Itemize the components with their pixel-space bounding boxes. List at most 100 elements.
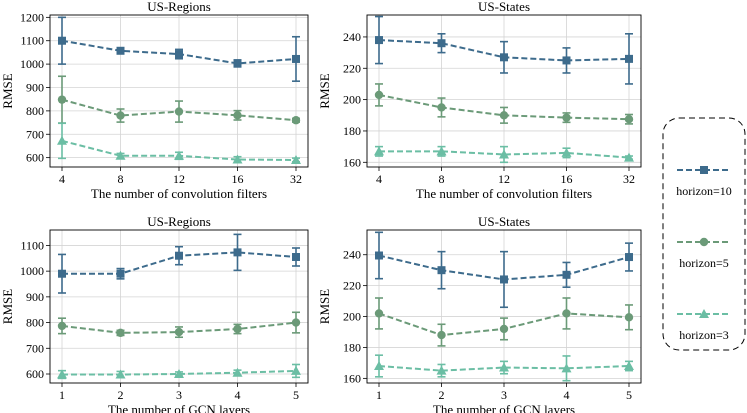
y-axis-label: RMSE (317, 289, 332, 324)
data-point (625, 253, 633, 262)
data-point (292, 54, 300, 63)
x-tick-label: 32 (623, 172, 635, 186)
data-point (499, 149, 509, 159)
x-tick-label: 8 (118, 172, 124, 186)
data-point (562, 309, 571, 318)
y-tick-label: 800 (26, 316, 44, 330)
legend-label: horizon=10 (676, 184, 731, 198)
x-tick-label: 3 (176, 388, 182, 402)
data-point (562, 113, 571, 122)
data-point (500, 275, 508, 284)
data-point (115, 150, 126, 160)
data-point (561, 147, 572, 157)
chart-title: US-States (478, 214, 530, 229)
chart-title: US-Regions (147, 214, 211, 229)
data-point (291, 154, 301, 164)
y-tick-label: 180 (343, 124, 361, 138)
legend: horizon=10 horizon=5 horizon=3 (662, 117, 746, 351)
x-tick-label: 2 (439, 388, 445, 402)
y-tick-label: 1200 (20, 10, 44, 24)
data-point (58, 36, 66, 45)
chart-panel-1: 600 700 800 900 1000 1100 1200 4 8 12 16 32 US-Regio… (0, 0, 309, 201)
legend-box (662, 117, 746, 351)
y-tick-label: 1000 (20, 264, 44, 278)
data-point (175, 50, 183, 59)
data-point (624, 152, 634, 162)
data-point (625, 54, 633, 63)
x-tick-label: 1 (59, 388, 65, 402)
series-horizon=5 (57, 311, 301, 339)
data-point (437, 103, 446, 112)
series-horizon=10 (58, 16, 300, 82)
data-point (233, 248, 242, 257)
data-point (374, 361, 384, 370)
series-horizon=3 (374, 354, 634, 382)
series-horizon=10 (58, 233, 300, 294)
x-tick-label: 3 (501, 388, 507, 402)
data-point (500, 53, 508, 62)
y-tick-label: 1100 (20, 238, 44, 252)
x-tick-label: 12 (173, 172, 185, 186)
y-tick-label: 200 (343, 310, 361, 324)
data-point (562, 270, 571, 279)
chart-panel-4: 160 180 200 220 240 1 2 3 4 5 US-States The number … (317, 214, 642, 413)
y-tick-label: 240 (343, 30, 361, 44)
data-point (291, 318, 301, 327)
y-tick-label: 160 (343, 155, 361, 169)
data-point (116, 46, 125, 55)
y-tick-label: 600 (26, 367, 44, 381)
series-line (379, 150, 630, 159)
chart-title: US-Regions (147, 0, 211, 14)
data-point (375, 36, 383, 45)
series-horizon=3 (57, 363, 301, 380)
y-tick-label: 700 (26, 341, 44, 355)
series-line (378, 365, 630, 372)
data-point (499, 111, 509, 120)
data-point (232, 367, 243, 377)
data-point (374, 309, 384, 318)
data-point (624, 115, 634, 124)
data-point (375, 251, 383, 260)
data-point (174, 327, 184, 337)
data-point (292, 253, 300, 261)
legend-entry-horizon=3: horizon=3 (677, 309, 731, 342)
y-tick-label: 600 (26, 151, 44, 165)
data-point (174, 150, 184, 160)
data-point (436, 146, 447, 156)
chart-title: US-States (478, 0, 530, 14)
y-tick-label: 220 (343, 279, 361, 293)
data-point (57, 95, 67, 104)
data-point (499, 324, 509, 334)
x-tick-label: 32 (290, 172, 302, 186)
x-axis-label: The number of convolution filters (416, 186, 592, 201)
data-point (233, 324, 242, 334)
data-point (232, 154, 243, 164)
data-point (57, 135, 67, 145)
data-point (116, 111, 125, 120)
data-point (562, 56, 571, 65)
data-point (233, 111, 242, 120)
data-point (291, 365, 301, 375)
data-point (57, 321, 67, 331)
x-tick-label: 16 (232, 172, 244, 186)
data-point (175, 251, 183, 260)
legend-label: horizon=5 (679, 256, 728, 270)
y-tick-label: 800 (26, 104, 44, 118)
series-horizon=10 (375, 15, 633, 85)
y-tick-label: 180 (343, 340, 361, 354)
legend-entry-horizon=5: horizon=5 (677, 237, 731, 270)
x-tick-label: 8 (439, 172, 445, 186)
legend-label: horizon=3 (679, 328, 728, 342)
series-horizon=3 (374, 145, 634, 164)
data-point (58, 269, 66, 278)
data-point (499, 362, 509, 372)
data-point (174, 369, 184, 378)
data-point (436, 365, 447, 375)
chart-panel-3: 600 700 800 900 1000 1100 1 2 3 4 5 US-Regions The n… (0, 214, 309, 413)
y-axis-label: RMSE (0, 289, 15, 324)
series-horizon=10 (375, 231, 633, 309)
y-axis-label: RMSE (317, 73, 332, 108)
y-tick-label: 220 (343, 61, 361, 75)
y-tick-label: 700 (26, 127, 44, 141)
